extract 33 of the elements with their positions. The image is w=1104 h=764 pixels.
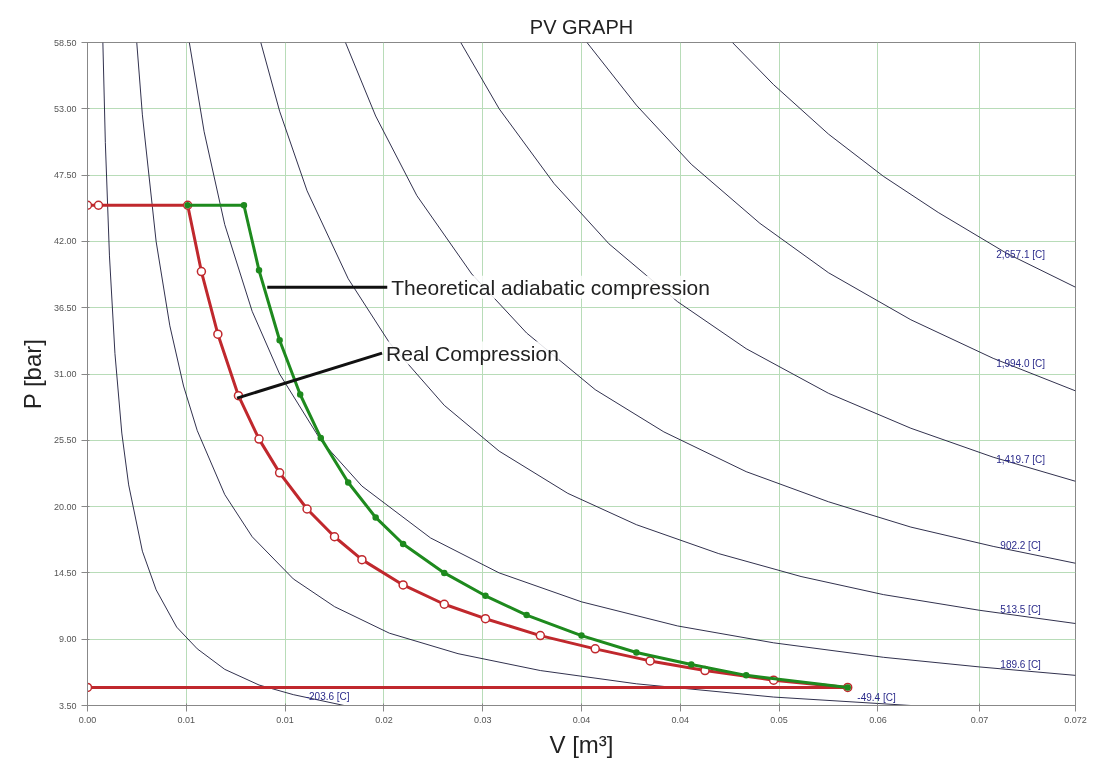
x-axis-title: V [m³] (549, 730, 614, 758)
y-tick-label: 58.50 (53, 37, 77, 48)
x-tick-label: 0.05 (770, 714, 788, 725)
x-tick-label: 0.04 (572, 714, 591, 725)
y-tick-label: 14.50 (53, 567, 77, 578)
x-tick-label: 0.06 (869, 714, 887, 725)
annotation: 1,419.7 [C] (996, 453, 1046, 465)
y-tick-label: 53.00 (53, 103, 77, 114)
x-tick-label: 0.00 (78, 714, 97, 725)
y-tick-label: 3.50 (58, 700, 77, 711)
annotation: Theoretical adiabatic compression (391, 275, 710, 299)
x-tick-label: 0.03 (473, 714, 492, 725)
x-tick-label: 0.07 (970, 714, 989, 725)
y-tick-label: 31.00 (53, 369, 77, 379)
annotation: -203.6 [C] (305, 690, 350, 702)
y-tick-label: 36.50 (53, 302, 77, 313)
y-tick-label: 47.50 (53, 170, 77, 181)
annotation: Real Compression (386, 341, 559, 365)
y-axis-title: P [bar] (18, 339, 46, 410)
x-tick-label: 0.02 (375, 714, 393, 725)
x-tick-label: 0.072 (1064, 714, 1087, 725)
annotation: 513.5 [C] (1000, 604, 1042, 616)
y-tick-label: 42.00 (53, 236, 77, 247)
annotation: -49.4 [C] (857, 691, 896, 703)
chart-title: PV GRAPH (529, 15, 634, 38)
y-tick-label: 20.00 (53, 501, 77, 512)
y-tick-label: 9.00 (58, 634, 77, 645)
y-tick-label: 25.50 (53, 435, 77, 446)
x-tick-label: 0.01 (177, 714, 196, 725)
x-tick-label: 0.04 (671, 714, 690, 725)
annotation: 189.6 [C] (1000, 658, 1042, 670)
annotation: 902.2 [C] (1000, 540, 1042, 552)
x-tick-label: 0.01 (276, 714, 294, 725)
